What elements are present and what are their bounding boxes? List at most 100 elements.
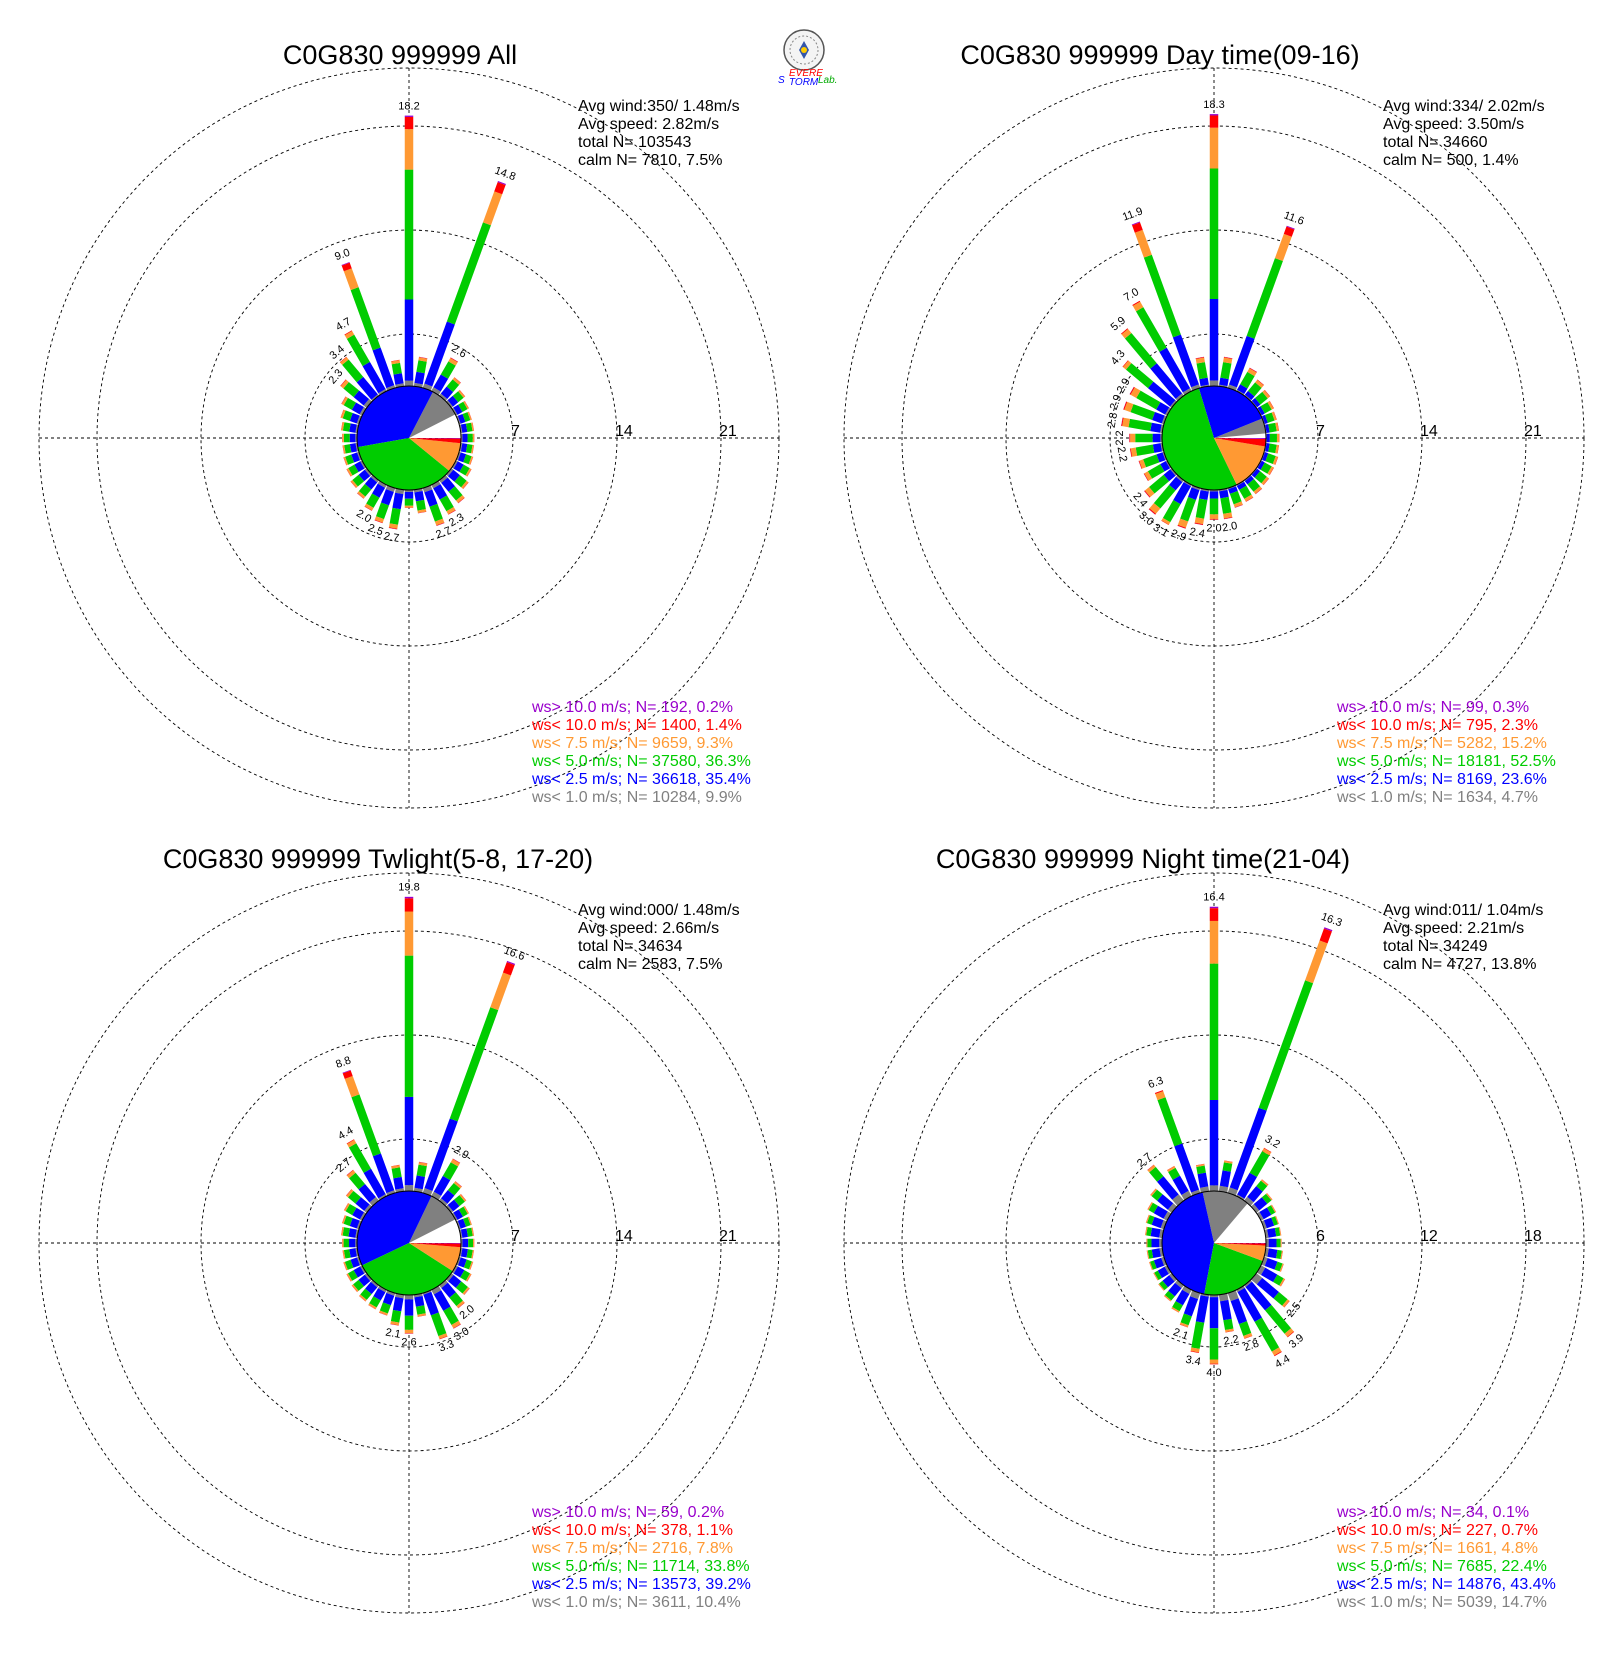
direction-bar-70 bbox=[456, 411, 472, 425]
bar-segment bbox=[344, 1259, 354, 1270]
chart-title: C0G830 999999 All bbox=[283, 40, 517, 70]
bar-segment bbox=[1265, 412, 1275, 423]
bar-segment bbox=[1167, 1203, 1177, 1213]
pie-outline bbox=[1161, 385, 1267, 491]
bar-label: 2.0 bbox=[1221, 520, 1238, 534]
bar-segment bbox=[1265, 1304, 1292, 1334]
bar-segment bbox=[1135, 307, 1167, 352]
legend-ws-lt-5: ws< 5.0 m/s; N= 18181, 52.5% bbox=[1336, 753, 1556, 770]
bar-segment bbox=[351, 402, 364, 415]
pie-outline bbox=[1161, 1190, 1267, 1296]
bar-segment bbox=[346, 1189, 354, 1198]
direction-bar-80 bbox=[459, 422, 475, 434]
bar-label: 6.3 bbox=[1147, 1075, 1165, 1092]
ring-label: 7 bbox=[511, 423, 520, 440]
bar-segment bbox=[1247, 479, 1261, 492]
direction-bar-160: 2.8 bbox=[1227, 1290, 1261, 1354]
direction-bar-70 bbox=[456, 1216, 472, 1230]
pie-slice bbox=[409, 1243, 461, 1272]
bar-segment bbox=[448, 1274, 462, 1288]
bar-segment bbox=[390, 1309, 402, 1323]
direction-bar-230 bbox=[350, 468, 372, 489]
bar-segment bbox=[355, 1197, 370, 1211]
bar-segment bbox=[395, 1293, 405, 1299]
bar-label: 9.0 bbox=[333, 247, 351, 264]
bar-segment bbox=[357, 491, 366, 499]
bar-segment bbox=[1172, 1194, 1184, 1206]
pie-slice bbox=[1214, 1243, 1266, 1246]
bar-segment bbox=[1264, 1258, 1278, 1270]
bar-segment bbox=[364, 477, 378, 490]
direction-bar-330: 4.4 bbox=[336, 1124, 387, 1201]
bar-segment bbox=[391, 1167, 402, 1179]
bar-segment bbox=[1263, 1217, 1275, 1229]
bar-segment bbox=[1245, 1281, 1272, 1311]
bar-segment bbox=[1199, 490, 1209, 501]
bar-segment bbox=[372, 1153, 395, 1194]
bar-segment bbox=[1152, 411, 1165, 424]
bar-segment bbox=[465, 443, 473, 454]
bar-segment bbox=[1161, 518, 1171, 525]
bar-segment bbox=[433, 1175, 451, 1196]
bar-segment bbox=[340, 379, 349, 389]
rose-plot: 6 12 1816.416.33.22.53.94.42.82.24.03.42.1… bbox=[843, 872, 1585, 1614]
bar-segment bbox=[1156, 452, 1166, 463]
bar-segment bbox=[431, 1191, 442, 1201]
bar-segment bbox=[443, 1306, 459, 1325]
bar-segment bbox=[1261, 1193, 1272, 1204]
direction-bar-250 bbox=[343, 1256, 362, 1271]
bar-segment bbox=[342, 422, 351, 432]
direction-bar-80 bbox=[1264, 1227, 1282, 1239]
bar-segment bbox=[358, 1183, 376, 1203]
bar-label: 4.4 bbox=[336, 1124, 355, 1142]
bar-segment bbox=[1150, 1227, 1161, 1238]
bar-segment bbox=[415, 1305, 426, 1315]
legend-ws-lt-2-5: ws< 2.5 m/s; N= 36618, 35.4% bbox=[531, 771, 751, 788]
bar-segment bbox=[1248, 382, 1262, 397]
ring-label: 7 bbox=[1316, 423, 1325, 440]
direction-bar-0: 18.2 bbox=[398, 101, 420, 386]
bar-segment bbox=[352, 1207, 365, 1220]
bar-segment bbox=[1262, 452, 1269, 462]
wind-rose-day-time: C0G830 999999 Day time(09-16) Avg wind:3… bbox=[843, 40, 1585, 809]
bar-segment bbox=[346, 334, 370, 367]
bar-segment bbox=[1238, 1321, 1252, 1336]
bar-segment bbox=[389, 507, 401, 525]
stat-calm-n: calm N= 7810, 7.5% bbox=[578, 152, 723, 169]
pie-slice bbox=[1214, 438, 1266, 447]
bar-segment bbox=[1233, 501, 1243, 508]
bar-segment bbox=[1223, 357, 1233, 364]
direction-bar-350 bbox=[391, 1164, 405, 1193]
bar-segment bbox=[1162, 500, 1181, 523]
bar-segment bbox=[393, 1176, 404, 1190]
bar-segment bbox=[457, 1218, 467, 1229]
ring-label: 14 bbox=[1420, 423, 1438, 440]
bar-segment bbox=[1146, 1226, 1153, 1237]
bar-segment bbox=[1268, 443, 1277, 454]
bar-segment bbox=[1243, 1333, 1253, 1339]
legend-ws-lt-2-5: ws< 2.5 m/s; N= 13573, 39.2% bbox=[531, 1576, 751, 1593]
direction-bar-290 bbox=[341, 1215, 362, 1230]
legend: ws> 10.0 m/s; N= 192, 0.2% ws< 10.0 m/s;… bbox=[531, 699, 751, 806]
bar-label: 4.0 bbox=[1206, 1367, 1221, 1379]
bar-segment bbox=[1125, 363, 1154, 389]
direction-bar-240 bbox=[346, 460, 367, 477]
bar-label: 11.9 bbox=[1121, 205, 1144, 223]
direction-bar-250 bbox=[1149, 1256, 1167, 1271]
legend-ws-lt-2-5: ws< 2.5 m/s; N= 8169, 23.6% bbox=[1336, 771, 1547, 788]
direction-bar-220 bbox=[358, 1280, 379, 1302]
bar-segment bbox=[423, 1291, 439, 1316]
stats-block: Avg wind:334/ 2.02m/s Avg speed: 3.50m/s… bbox=[1383, 98, 1545, 169]
bar-segment bbox=[463, 1259, 472, 1270]
bar-segment bbox=[415, 499, 426, 511]
bar-segment bbox=[353, 390, 370, 406]
ring-label: 6 bbox=[1316, 1228, 1325, 1245]
direction-bar-20: 16.3 bbox=[1227, 911, 1344, 1196]
bar-segment bbox=[1251, 468, 1261, 478]
direction-bar-50 bbox=[1251, 389, 1271, 408]
bar-segment bbox=[1164, 1290, 1175, 1301]
bar-segment bbox=[434, 518, 445, 526]
stat-avg-speed: Avg speed: 2.66m/s bbox=[578, 920, 719, 937]
bar-segment bbox=[1121, 328, 1132, 339]
